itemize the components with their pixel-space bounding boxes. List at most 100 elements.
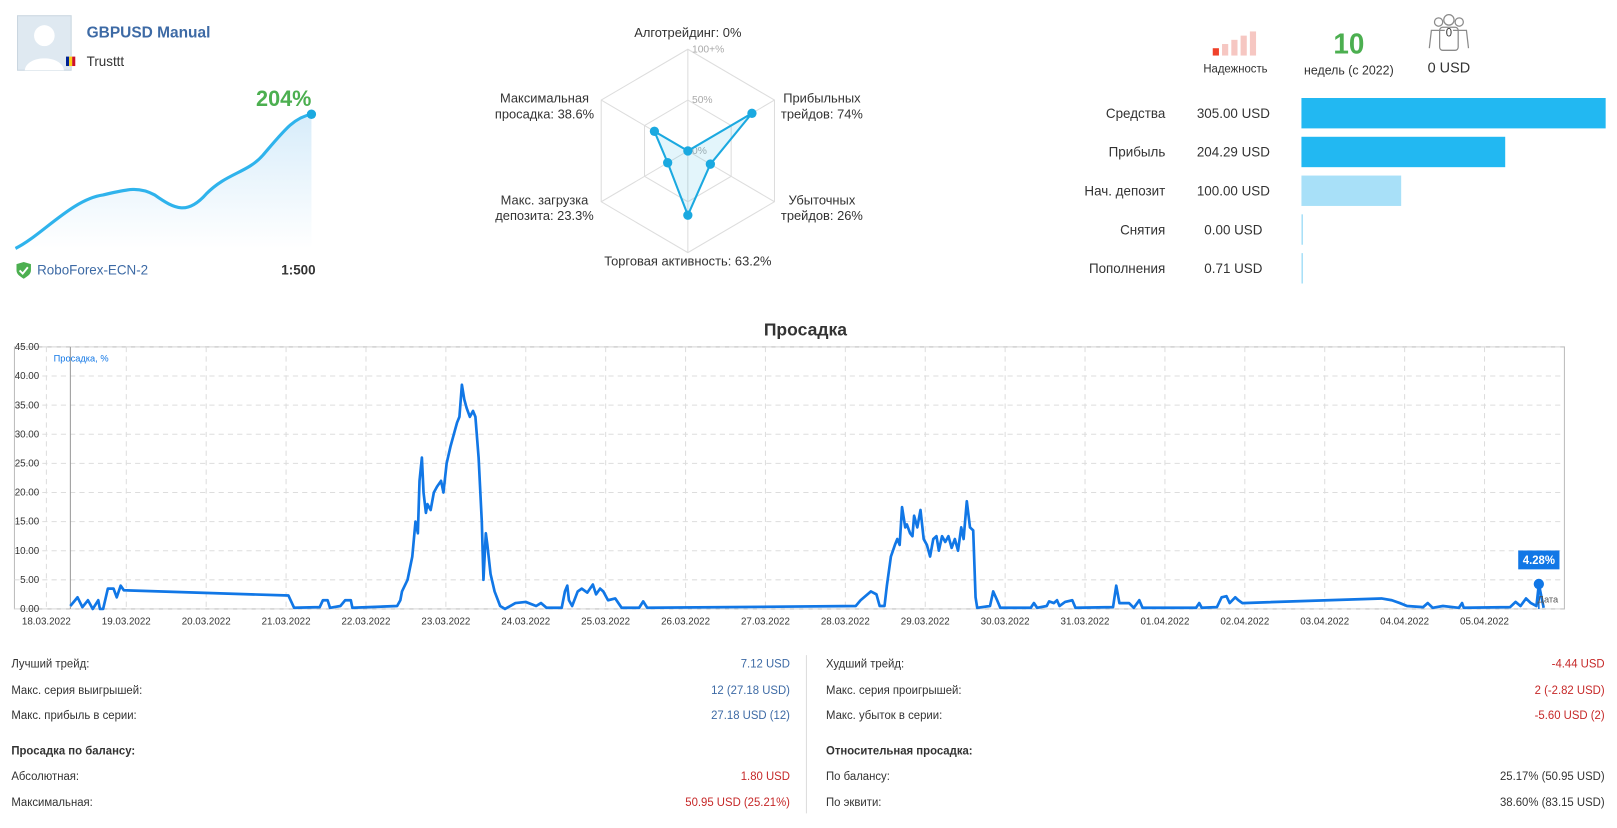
stat-label: По эквити:: [826, 796, 882, 810]
stat-label: Макс. убыток в серии:: [826, 709, 943, 723]
x-tick-label: 19.03.2022: [102, 617, 151, 628]
bar-value: 305.00 USD: [1196, 105, 1270, 122]
flag: [69, 56, 73, 67]
y-tick-label: 10.00: [15, 546, 40, 557]
reliability-bar: [1240, 35, 1247, 56]
radar-label: Торговая активность: 63.2%: [585, 254, 791, 270]
x-tick-label: 28.03.2022: [821, 617, 870, 628]
y-tick-label: 5.00: [20, 575, 40, 586]
drawdown-line: [69, 383, 1545, 611]
x-tick-label: 18.03.2022: [22, 617, 71, 628]
stat-value: 38.60% (83.15 USD): [1499, 796, 1605, 810]
bar-value: 0.71 USD: [1204, 260, 1263, 277]
x-tick-label: 24.03.2022: [501, 617, 550, 628]
weeks-label: недель (с 2022): [1304, 62, 1394, 78]
x-tick-label: 01.04.2022: [1140, 617, 1189, 628]
bar: [1301, 97, 1606, 129]
radar-point: [683, 146, 693, 156]
radar-label: Алготрейдинг: 0%: [605, 26, 770, 42]
reliability-bar: [1222, 44, 1229, 56]
x-tick-label: 20.03.2022: [182, 617, 231, 628]
stat-section: Просадка по балансу:: [11, 745, 136, 758]
radar-axis-name: Максимальная просадка:: [494, 91, 590, 122]
radar-point: [747, 108, 757, 119]
subscription-price: 0 USD: [1427, 58, 1471, 76]
stat-label: Макс. прибыль в серии:: [11, 709, 137, 723]
stat-label: По балансу:: [826, 770, 890, 783]
radar-tick-label: 0%: [692, 146, 707, 157]
annotation-box: [1518, 550, 1560, 570]
growth-area: [15, 114, 312, 249]
x-tick-label: 26.03.2022: [661, 617, 710, 628]
author[interactable]: Trusttt: [86, 53, 125, 70]
x-tick-label: 05.04.2022: [1460, 617, 1509, 628]
weeks: 10: [1333, 28, 1365, 60]
x-tick-label: 23.03.2022: [421, 617, 470, 628]
chart-title: Просадка: [763, 319, 847, 340]
radar-value: 63.2%: [734, 254, 772, 269]
y-tick-label: 30.00: [15, 429, 40, 440]
signal-name[interactable]: GBPUSD Manual: [86, 24, 211, 42]
x-tick-label: 03.04.2022: [1300, 617, 1349, 628]
reliability-bar: [1249, 31, 1257, 56]
broker[interactable]: RoboForex-ECN-2: [37, 262, 149, 278]
flag: [66, 56, 70, 67]
y-tick-label: 40.00: [15, 371, 40, 382]
radar-label: Прибыльных трейдов: 74%: [770, 91, 873, 122]
x-tick-label: 27.03.2022: [741, 617, 790, 628]
subscribers: 0: [1445, 27, 1453, 40]
radar-label: Максимальная просадка: 38.6%: [488, 91, 601, 122]
reliability-bar: [1212, 48, 1219, 56]
radar-axis-name: Торговая активность:: [604, 254, 732, 269]
x-tick-label: 22.03.2022: [341, 617, 390, 628]
stat-label: Макс. серия проигрышей:: [826, 684, 962, 697]
radar-axis-name: Алготрейдинг:: [634, 25, 720, 41]
plot-frame: [13, 346, 1565, 610]
stat-section: Относительная просадка:: [826, 745, 973, 758]
growth: 204%: [256, 86, 312, 112]
annotation-label: 4.28%: [1523, 555, 1555, 567]
verified-icon: [16, 262, 31, 279]
stat-value: -4.44 USD: [1551, 658, 1605, 671]
flag: [72, 56, 76, 67]
radar-value: 0%: [722, 25, 742, 41]
x-tick-label: 25.03.2022: [581, 617, 630, 628]
y-tick-label: 45.00: [15, 342, 40, 353]
x-tick-label: 30.03.2022: [981, 617, 1030, 628]
leverage: 1:500: [281, 262, 316, 278]
radar-spoke: [600, 150, 689, 203]
reliability-label: Надежность: [1203, 62, 1268, 76]
bar-value: 100.00 USD: [1196, 182, 1270, 199]
radar-chart: 0% 50% 100+%: [600, 44, 775, 254]
x-tick-label: 31.03.2022: [1061, 617, 1110, 628]
stat-value: 7.12 USD: [740, 658, 790, 671]
verified-check: [18, 266, 29, 275]
stat-value: 27.18 USD (12): [711, 709, 790, 723]
bar-category: Пополнения: [1088, 260, 1166, 277]
legend-label: Просадка, %: [54, 354, 109, 364]
avatar-head: [34, 25, 55, 47]
bar-category: Снятия: [1120, 221, 1166, 238]
stat-label: Макс. серия выигрышей:: [11, 684, 143, 697]
radar-value: 26%: [837, 208, 863, 224]
stat-label: Худший трейд:: [826, 658, 905, 671]
stat-value: 25.17% (50.95 USD): [1499, 770, 1605, 783]
reliability-bar: [1231, 39, 1238, 56]
stat-value: 50.95 USD (25.21%): [685, 796, 790, 810]
bar-value: 204.29 USD: [1196, 144, 1270, 160]
bar-value: 0.00 USD: [1204, 221, 1263, 238]
subscribers-icon: [1428, 14, 1470, 51]
radar-label: Убыточных трейдов: 26%: [770, 193, 873, 224]
bar-category: Нач. депозит: [1084, 182, 1166, 199]
radar-axis-name: Прибыльных трейдов:: [780, 91, 861, 122]
bar: [1301, 214, 1303, 245]
radar-tick-label: 100+%: [692, 44, 724, 55]
y-tick-label: 35.00: [15, 400, 40, 411]
y-tick-label: 25.00: [15, 458, 40, 469]
radar-point: [649, 126, 660, 137]
radar-axis-name: Макс. загрузка депозита:: [495, 192, 589, 224]
growth-dot: [306, 109, 317, 119]
x-tick-label: 21.03.2022: [262, 617, 311, 628]
